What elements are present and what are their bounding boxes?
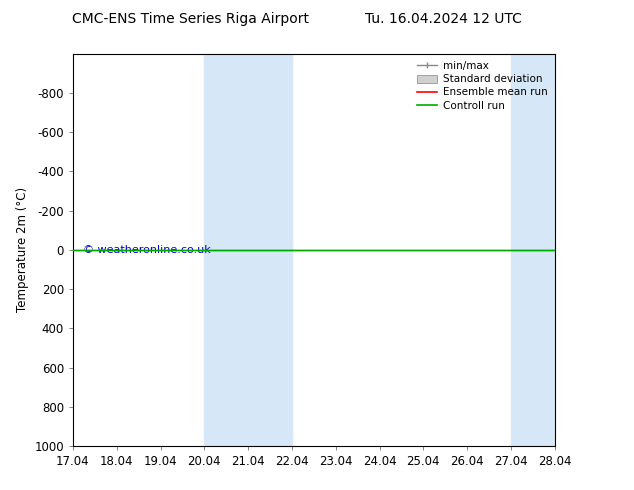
Bar — [511, 54, 555, 446]
Bar — [204, 54, 292, 446]
Text: CMC-ENS Time Series Riga Airport: CMC-ENS Time Series Riga Airport — [72, 12, 309, 26]
Text: Tu. 16.04.2024 12 UTC: Tu. 16.04.2024 12 UTC — [365, 12, 522, 26]
Text: © weatheronline.co.uk: © weatheronline.co.uk — [82, 245, 210, 255]
Y-axis label: Temperature 2m (°C): Temperature 2m (°C) — [16, 187, 29, 313]
Legend: min/max, Standard deviation, Ensemble mean run, Controll run: min/max, Standard deviation, Ensemble me… — [415, 59, 550, 113]
